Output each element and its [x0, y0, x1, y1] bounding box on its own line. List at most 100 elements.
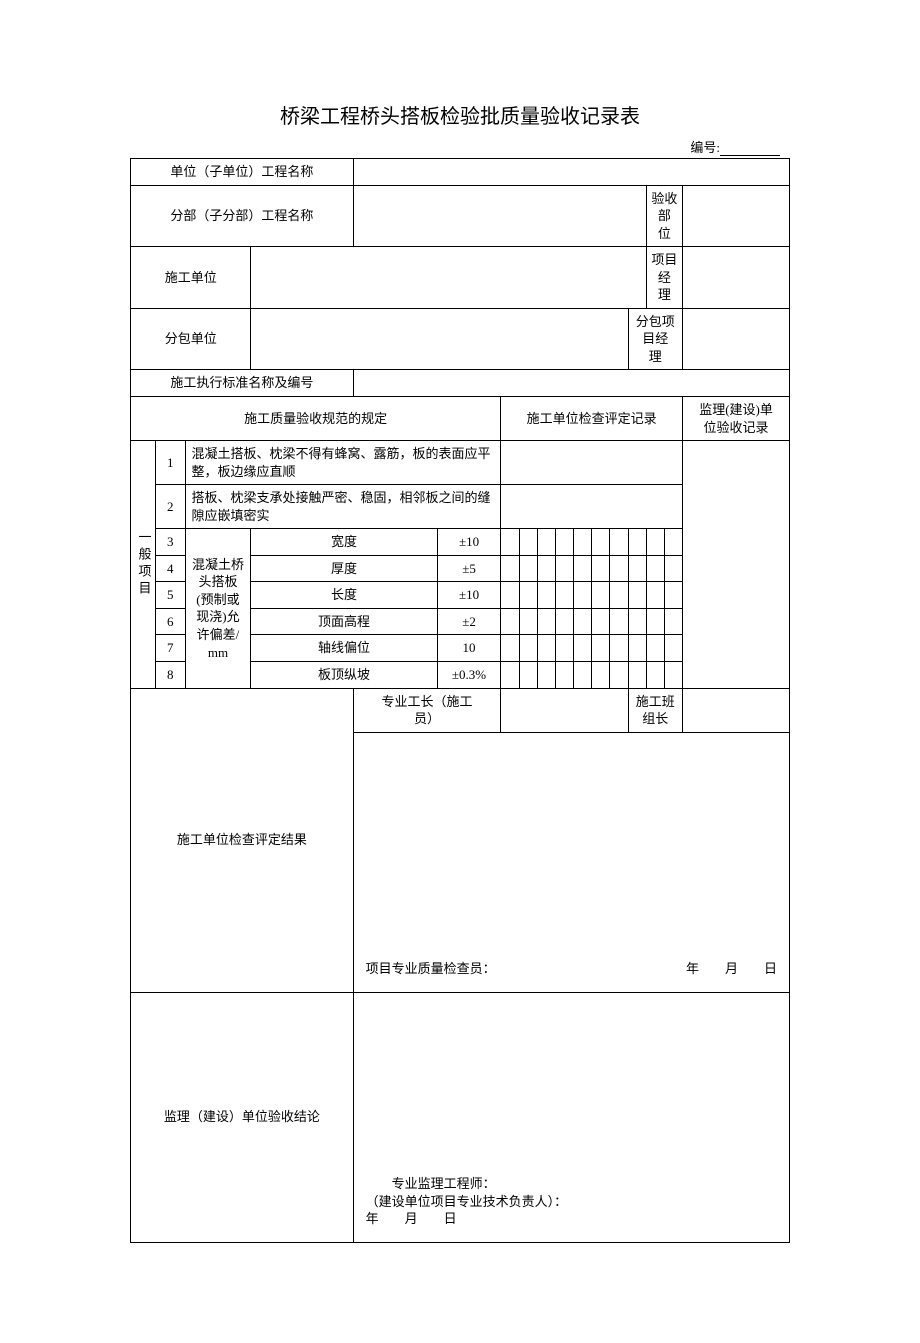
c[interactable]: [664, 635, 682, 662]
c[interactable]: [628, 529, 646, 556]
c[interactable]: [501, 555, 519, 582]
row-standard: 施工执行标准名称及编号: [131, 370, 790, 397]
c[interactable]: [592, 555, 610, 582]
input-acceptance-part[interactable]: [683, 185, 790, 247]
input-standard[interactable]: [353, 370, 789, 397]
c[interactable]: [628, 555, 646, 582]
doc-number-row: 编号:: [130, 137, 790, 156]
c[interactable]: [592, 582, 610, 609]
row-foreman: 施工单位检查评定结果 专业工长（施工员） 施工班组长: [131, 688, 790, 732]
c[interactable]: [610, 635, 628, 662]
page-title: 桥梁工程桥头搭板检验批质量验收记录表: [130, 100, 790, 129]
c[interactable]: [646, 529, 664, 556]
c[interactable]: [501, 608, 519, 635]
label-subcontractor: 分包单位: [131, 308, 251, 370]
input-team-leader[interactable]: [683, 688, 790, 732]
c[interactable]: [519, 529, 537, 556]
c[interactable]: [610, 529, 628, 556]
c[interactable]: [501, 529, 519, 556]
c[interactable]: [537, 529, 555, 556]
label-unit-project: 单位（子单位）工程名称: [131, 159, 354, 186]
c[interactable]: [555, 529, 573, 556]
item-2-check[interactable]: [501, 485, 683, 529]
c[interactable]: [664, 555, 682, 582]
c[interactable]: [646, 608, 664, 635]
item-1-num: 1: [155, 441, 185, 485]
item-3-tol: ±10: [437, 529, 501, 556]
c[interactable]: [628, 635, 646, 662]
c[interactable]: [519, 555, 537, 582]
c[interactable]: [574, 529, 592, 556]
item-6-name: 顶面高程: [251, 608, 437, 635]
c[interactable]: [664, 662, 682, 689]
c[interactable]: [501, 635, 519, 662]
input-unit-project[interactable]: [353, 159, 789, 186]
input-subcontractor[interactable]: [251, 308, 628, 370]
engineer-label-2: （建设单位项目专业技术负责人）： 年 月 日: [366, 1193, 777, 1228]
c[interactable]: [664, 582, 682, 609]
row-construction-unit: 施工单位 项目经理: [131, 247, 790, 309]
label-construction-unit: 施工单位: [131, 247, 251, 309]
input-construction-unit[interactable]: [251, 247, 646, 309]
c[interactable]: [574, 555, 592, 582]
doc-number-blank[interactable]: [720, 142, 780, 156]
input-project-manager[interactable]: [683, 247, 790, 309]
c[interactable]: [628, 662, 646, 689]
c[interactable]: [628, 608, 646, 635]
c[interactable]: [664, 608, 682, 635]
c[interactable]: [519, 662, 537, 689]
engineer-label-1: 专业监理工程师：: [366, 1175, 777, 1193]
c[interactable]: [592, 529, 610, 556]
c[interactable]: [574, 608, 592, 635]
c[interactable]: [646, 582, 664, 609]
row-spec-header: 施工质量验收规范的规定 施工单位检查评定记录 监理(建设)单位验收记录: [131, 397, 790, 441]
item-4-num: 4: [155, 555, 185, 582]
c[interactable]: [574, 582, 592, 609]
c[interactable]: [664, 529, 682, 556]
item-6-num: 6: [155, 608, 185, 635]
row-unit-project: 单位（子单位）工程名称: [131, 159, 790, 186]
c[interactable]: [592, 635, 610, 662]
item-1-desc: 混凝土搭板、枕梁不得有蜂窝、露筋，板的表面应平整，板边缘应直顺: [185, 441, 501, 485]
c[interactable]: [501, 582, 519, 609]
item-row-1: 一般项目 1 混凝土搭板、枕梁不得有蜂窝、露筋，板的表面应平整，板边缘应直顺: [131, 441, 790, 485]
input-foreman[interactable]: [501, 688, 628, 732]
c[interactable]: [610, 662, 628, 689]
c[interactable]: [555, 582, 573, 609]
c[interactable]: [537, 582, 555, 609]
c[interactable]: [610, 555, 628, 582]
c[interactable]: [519, 635, 537, 662]
c[interactable]: [646, 635, 664, 662]
c[interactable]: [610, 582, 628, 609]
label-supervision-record: 监理(建设)单位验收记录: [683, 397, 790, 441]
c[interactable]: [537, 662, 555, 689]
c[interactable]: [646, 555, 664, 582]
c[interactable]: [537, 555, 555, 582]
c[interactable]: [555, 555, 573, 582]
input-sub-pm[interactable]: [683, 308, 790, 370]
c[interactable]: [519, 582, 537, 609]
item-3-num: 3: [155, 529, 185, 556]
form-table: 单位（子单位）工程名称 分部（子分部）工程名称 验收部位 施工单位 项目经理 分…: [130, 158, 790, 1243]
item-1-check[interactable]: [501, 441, 683, 485]
c[interactable]: [574, 635, 592, 662]
c[interactable]: [555, 662, 573, 689]
c[interactable]: [537, 608, 555, 635]
c[interactable]: [628, 582, 646, 609]
c[interactable]: [519, 608, 537, 635]
c[interactable]: [610, 608, 628, 635]
result-sig-area[interactable]: 项目专业质量检查员： 年 月 日: [353, 732, 789, 992]
c[interactable]: [537, 635, 555, 662]
c[interactable]: [555, 635, 573, 662]
c[interactable]: [574, 662, 592, 689]
c[interactable]: [592, 608, 610, 635]
inspector-label: 项目专业质量检查员：: [366, 960, 496, 978]
item-7-name: 轴线偏位: [251, 635, 437, 662]
c[interactable]: [592, 662, 610, 689]
supervision-col[interactable]: [683, 441, 790, 688]
c[interactable]: [501, 662, 519, 689]
c[interactable]: [555, 608, 573, 635]
c[interactable]: [646, 662, 664, 689]
conclusion-sig-area[interactable]: 专业监理工程师： （建设单位项目专业技术负责人）： 年 月 日: [353, 992, 789, 1242]
input-sub-project[interactable]: [353, 185, 646, 247]
